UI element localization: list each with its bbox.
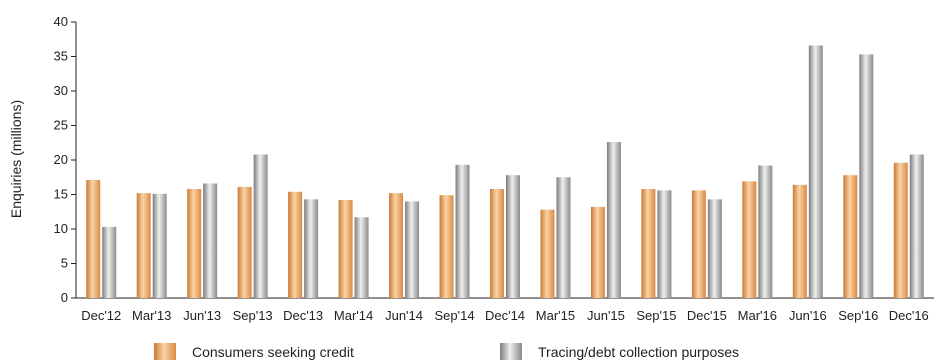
legend-item-consumers: Consumers seeking credit xyxy=(154,343,354,360)
bar-tracing-17 xyxy=(909,154,924,298)
bar-consumers-12 xyxy=(641,188,656,298)
bars-group xyxy=(86,45,924,299)
x-tick-label: Dec'14 xyxy=(485,308,525,323)
bar-consumers-13 xyxy=(691,190,706,298)
bar-consumers-16 xyxy=(843,175,858,298)
x-tick-label: Sep'16 xyxy=(838,308,878,323)
x-tick-label: Dec'12 xyxy=(81,308,121,323)
bar-tracing-8 xyxy=(455,164,470,298)
x-tick-label: Dec'15 xyxy=(687,308,727,323)
category-labels: Dec'12 Mar'13 Jun'13 Sep'13 Dec'13 Mar'14 Jun'… xyxy=(81,308,929,323)
bar-consumers-2 xyxy=(136,193,151,298)
y-tick-label: 15 xyxy=(54,187,68,202)
y-tick-label: 30 xyxy=(54,83,68,98)
x-tick-label: Mar'14 xyxy=(334,308,373,323)
x-tick-label: Mar'13 xyxy=(132,308,171,323)
bar-tracing-9 xyxy=(506,175,520,298)
bar-tracing-16 xyxy=(859,54,874,299)
bar-tracing-1 xyxy=(102,226,117,298)
y-tick-label: 35 xyxy=(54,49,68,64)
bar-tracing-15 xyxy=(808,45,823,299)
bar-consumers-4 xyxy=(237,186,252,298)
y-axis-title: Enquiries (millions) xyxy=(8,100,24,218)
bar-consumers-3 xyxy=(187,188,202,298)
legend-swatch-consumers xyxy=(154,343,176,360)
y-tick-label: 5 xyxy=(61,256,68,271)
bar-consumers-7 xyxy=(389,193,404,298)
x-tick-label: Sep'13 xyxy=(233,308,273,323)
bar-tracing-2 xyxy=(152,193,167,298)
bar-consumers-17 xyxy=(893,162,908,298)
bar-tracing-7 xyxy=(405,201,420,298)
bar-consumers-14 xyxy=(742,181,757,298)
bar-tracing-14 xyxy=(758,165,773,298)
bar-tracing-10 xyxy=(556,177,571,298)
bar-consumers-8 xyxy=(439,195,454,298)
x-tick-label: Sep'14 xyxy=(434,308,474,323)
bar-consumers-5 xyxy=(288,191,303,298)
legend-swatch-tracing xyxy=(500,343,522,360)
bar-consumers-6 xyxy=(338,200,353,298)
y-tick-label: 40 xyxy=(54,14,68,29)
bar-tracing-11 xyxy=(606,142,621,298)
bar-consumers-11 xyxy=(590,206,605,298)
x-tick-label: Jun'13 xyxy=(183,308,221,323)
bar-tracing-4 xyxy=(253,154,268,298)
x-tick-label: Dec'16 xyxy=(889,308,929,323)
y-tick-label: 25 xyxy=(54,118,68,133)
bar-tracing-5 xyxy=(304,199,319,298)
x-tick-label: Mar'16 xyxy=(738,308,777,323)
legend: Consumers seeking credit Tracing/debt co… xyxy=(154,343,739,360)
y-tick-label: 0 xyxy=(61,290,68,305)
bar-consumers-10 xyxy=(540,209,555,298)
bar-tracing-3 xyxy=(203,183,218,298)
x-tick-label: Jun'14 xyxy=(385,308,423,323)
legend-item-tracing: Tracing/debt collection purposes xyxy=(500,343,739,360)
x-tick-label: Dec'13 xyxy=(283,308,323,323)
bar-tracing-12 xyxy=(657,190,672,298)
bar-consumers-1 xyxy=(86,180,101,298)
bar-tracing-6 xyxy=(354,217,369,298)
x-tick-label: Jun'15 xyxy=(587,308,625,323)
x-tick-label: Jun'16 xyxy=(789,308,827,323)
legend-label-tracing: Tracing/debt collection purposes xyxy=(538,344,739,360)
bar-consumers-15 xyxy=(792,184,807,298)
y-axis: 0 5 10 15 20 25 30 35 40 xyxy=(54,14,77,305)
x-tick-label: Mar'15 xyxy=(536,308,575,323)
y-tick-label: 20 xyxy=(54,152,68,167)
bar-consumers-9 xyxy=(490,188,504,298)
y-tick-label: 10 xyxy=(54,221,68,236)
bar-tracing-13 xyxy=(707,199,722,298)
x-tick-label: Sep'15 xyxy=(636,308,676,323)
legend-label-consumers: Consumers seeking credit xyxy=(192,344,354,360)
